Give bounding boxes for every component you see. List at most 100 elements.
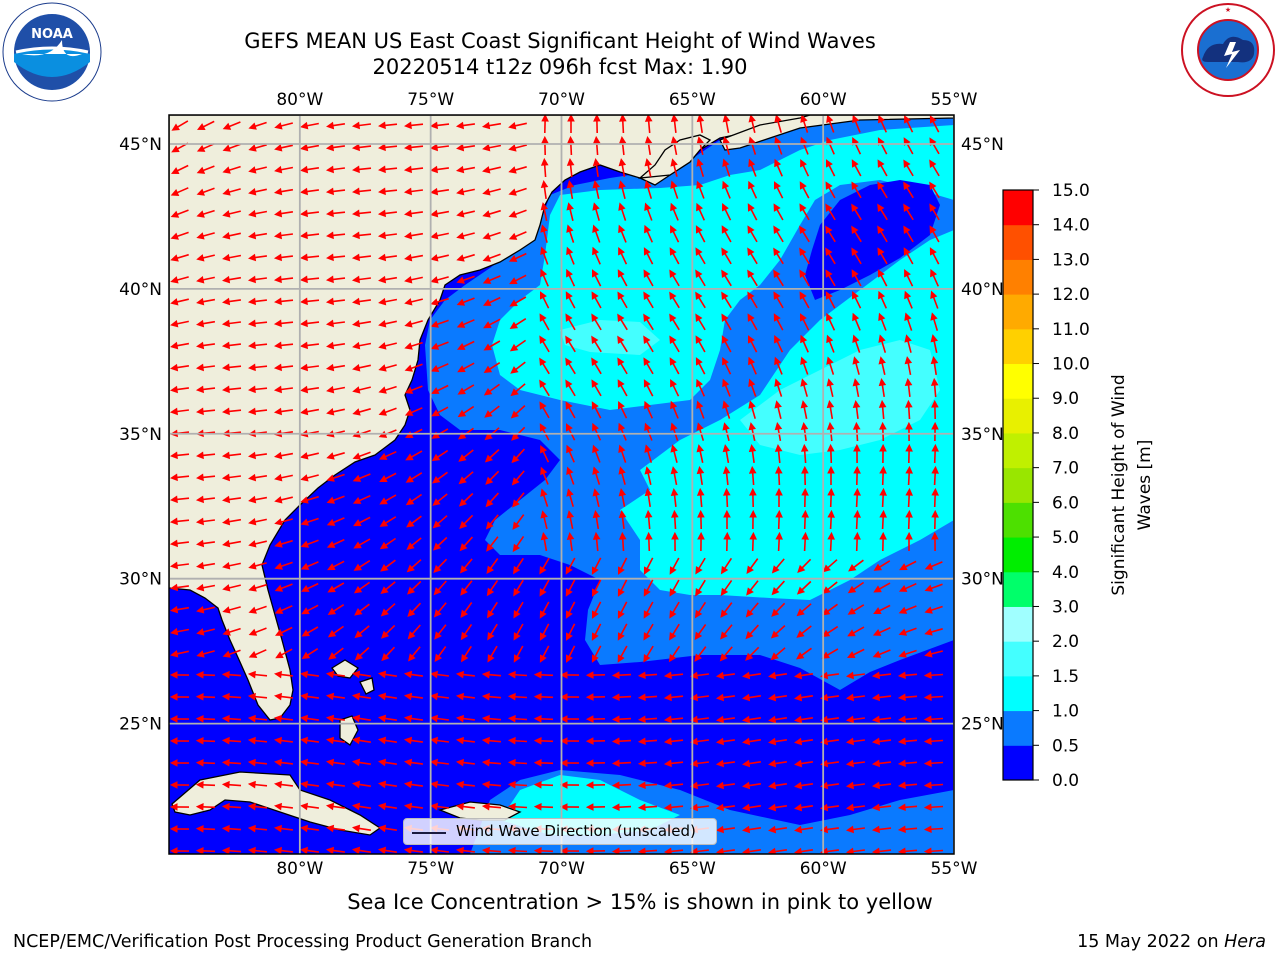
wave-arrow-head bbox=[617, 588, 625, 597]
wave-arrow-head bbox=[851, 181, 859, 190]
wave-arrow-head bbox=[871, 671, 880, 680]
wave-arrow-head bbox=[195, 693, 204, 701]
wave-arrow-head bbox=[404, 342, 413, 350]
wave-arrow-head bbox=[669, 335, 677, 344]
wave-arrow-head bbox=[429, 121, 438, 130]
wave-arrow-head bbox=[799, 269, 807, 278]
lon-label-top: 75°W bbox=[407, 90, 454, 110]
wave-arrow-head bbox=[611, 737, 620, 745]
wave-arrow-head bbox=[407, 586, 416, 595]
wave-arrow-head bbox=[274, 606, 284, 614]
wave-arrow-head bbox=[300, 562, 310, 570]
wave-arrow-head bbox=[403, 165, 412, 174]
wave-arrow-head bbox=[670, 180, 678, 189]
wave-arrow-head bbox=[799, 247, 807, 257]
wave-arrow-head bbox=[611, 803, 620, 811]
wave-arrow-head bbox=[768, 759, 777, 768]
wave-arrow-head bbox=[222, 606, 231, 614]
wave-arrow-head bbox=[715, 715, 725, 724]
wave-arrow-head bbox=[299, 275, 308, 284]
wave-arrow-head bbox=[300, 474, 309, 482]
wave-arrow-head bbox=[643, 588, 651, 597]
colorbar-swatch bbox=[1003, 502, 1033, 538]
wave-arrow-head bbox=[722, 378, 730, 388]
wave-arrow-head bbox=[770, 652, 779, 661]
wave-arrow-head bbox=[774, 115, 782, 123]
wave-arrow-head bbox=[326, 231, 334, 240]
wave-arrow-head bbox=[195, 671, 204, 679]
wave-arrow-head bbox=[169, 847, 178, 854]
wave-arrow-head bbox=[721, 291, 729, 300]
wave-arrow-head bbox=[352, 364, 361, 372]
wave-arrow-head bbox=[618, 444, 626, 453]
cuba bbox=[171, 771, 382, 836]
colorbar-tick-label: 15.0 bbox=[1052, 181, 1090, 201]
wave-arrow-head bbox=[592, 202, 600, 211]
wave-arrow-head bbox=[378, 121, 386, 130]
lon-label-top: 70°W bbox=[538, 90, 585, 110]
wave-arrow-head bbox=[196, 276, 205, 284]
wave-arrow-head bbox=[898, 628, 908, 636]
wave-arrow-head bbox=[670, 378, 677, 388]
wave-arrow-head bbox=[617, 291, 625, 300]
wave-arrow-head bbox=[591, 335, 599, 345]
wave-arrow-head bbox=[378, 408, 387, 416]
wave-arrow-head bbox=[799, 181, 807, 190]
wave-arrow-head bbox=[825, 181, 833, 190]
wave-arrow-head bbox=[457, 409, 467, 418]
wave-arrow-head bbox=[378, 846, 387, 854]
wave-arrow-head bbox=[748, 422, 756, 431]
wave-arrow-head bbox=[670, 422, 678, 431]
wave-arrow-head bbox=[486, 587, 495, 597]
lat-label-right: 40°N bbox=[961, 280, 1004, 300]
wave-arrow-head bbox=[540, 466, 548, 476]
wave-arrow-head bbox=[637, 759, 646, 768]
wave-arrow-head bbox=[247, 802, 256, 811]
wave-arrow-head bbox=[299, 209, 308, 218]
colorbar-swatch bbox=[1003, 467, 1033, 503]
wave-arrow-head bbox=[748, 158, 756, 168]
wave-arrow-head bbox=[351, 297, 361, 306]
sea-ice-note: Sea Ice Concentration > 15% is shown in … bbox=[347, 890, 933, 914]
wave-arrow-head bbox=[508, 255, 518, 262]
wave-arrow-head bbox=[696, 422, 704, 431]
wave-arrow-head bbox=[352, 714, 361, 723]
lon-label-bottom: 60°W bbox=[800, 859, 847, 879]
wave-arrow-head bbox=[222, 210, 231, 218]
wave-arrow-head bbox=[771, 565, 780, 574]
wave-arrow-head bbox=[618, 488, 627, 497]
wave-arrow-head bbox=[694, 609, 703, 619]
lon-label-bottom: 70°W bbox=[538, 859, 585, 879]
wave-arrow-head bbox=[695, 269, 703, 278]
wave-arrow-head bbox=[248, 341, 256, 350]
wave-arrow-head bbox=[351, 275, 360, 284]
wave-arrow-head bbox=[722, 444, 731, 453]
wave-arrow-head bbox=[247, 407, 256, 416]
wave-arrow-head bbox=[770, 630, 780, 639]
colorbar-tick-label: 12.0 bbox=[1052, 285, 1090, 305]
legend-line-swatch bbox=[412, 832, 446, 834]
wave-arrow-head bbox=[611, 671, 620, 679]
wave-arrow-head bbox=[325, 736, 335, 745]
wave-arrow-head bbox=[643, 313, 651, 323]
wave-arrow-head bbox=[715, 737, 725, 746]
wave-arrow-head bbox=[878, 399, 887, 408]
wave-arrow-head bbox=[800, 378, 808, 387]
wave-arrow-head bbox=[221, 451, 230, 460]
wave-arrow-head bbox=[748, 378, 756, 388]
wave-arrow-head bbox=[618, 509, 627, 518]
wave-arrow-head bbox=[325, 846, 335, 854]
wave-arrow-head bbox=[670, 487, 679, 496]
wave-arrow-head bbox=[273, 407, 283, 416]
wave-arrow-head bbox=[434, 653, 443, 663]
wave-arrow-head bbox=[878, 356, 886, 365]
wave-arrow-head bbox=[378, 758, 387, 767]
wave-arrow-head bbox=[800, 421, 809, 431]
wave-arrow-head bbox=[774, 356, 782, 366]
wave-arrow-head bbox=[196, 232, 205, 240]
wave-arrow-head bbox=[484, 410, 493, 418]
map-area[interactable] bbox=[169, 115, 954, 855]
wave-arrow-head bbox=[377, 275, 387, 284]
wave-arrow-head bbox=[482, 210, 491, 218]
wave-arrow-head bbox=[695, 357, 703, 366]
